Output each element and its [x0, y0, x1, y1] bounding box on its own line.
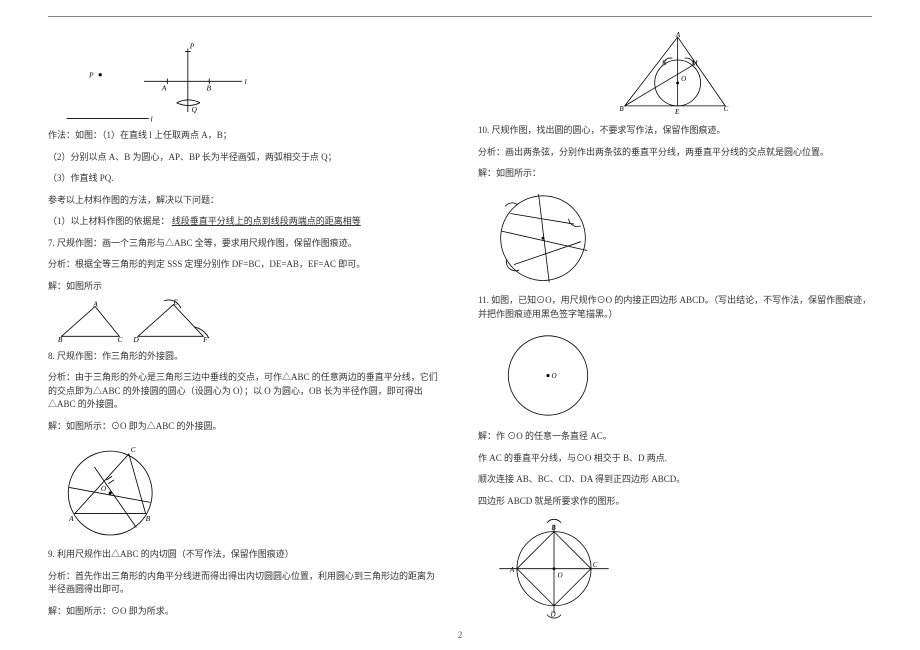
lbl-Q: Q [192, 105, 198, 114]
left-column: P A B l Q P l 作法：如图：（1）在直线 l 上任取两点 A，B； … [48, 28, 442, 622]
sq-C: C [593, 561, 598, 569]
two-column-layout: P A B l Q P l 作法：如图：（1）在直线 l 上任取两点 A，B； … [48, 28, 872, 622]
q11-step2: 作 AC 的垂直平分线，与⊙O 相交于 B、D 两点. [478, 452, 872, 466]
lbl-B: B [206, 84, 211, 93]
basis-line: （1）以上材料作图的依据是： 线段垂直平分线上的点到线段两端点的距离相等 [48, 215, 442, 229]
page-number: 2 [0, 630, 920, 640]
tri-A: A [675, 31, 681, 39]
svg-text:O: O [101, 485, 107, 494]
sq-O: O [558, 572, 563, 580]
q8-analysis: 分析：由于三角形的外心是三角形三边中垂线的交点，可作△ABC 的任意两边的垂直平… [48, 371, 442, 412]
construction-step3: （3）作直线 PQ. [48, 172, 442, 186]
svg-text:D: D [132, 335, 139, 344]
tri-N: N [661, 59, 668, 67]
svg-text:C: C [131, 446, 137, 455]
svg-text:A: A [92, 300, 98, 309]
q9-analysis: 分析：首先作出三角形的内角平分线进而得出得出内切圆圆心位置，利用圆心到三角形边的… [48, 570, 442, 597]
construction-step2: （2）分别以点 A、B 为圆心，AP、BP 长为半径画弧，两弧相交于点 Q； [48, 151, 442, 165]
svg-text:A: A [68, 514, 74, 523]
figure-circumcircle: A B C O [48, 439, 178, 542]
lbl-Pdot: P [88, 71, 94, 80]
right-column: A B C N M O E 10. 尺规作图，找出圆的圆心，不要求写作法，保留作… [478, 28, 872, 622]
q10-text: 10. 尺规作图，找出圆的圆心，不要求写作法，保留作图痕迹。 [478, 124, 872, 138]
q11-step1: 解：作 ⊙O 的任意一条直径 AC。 [478, 430, 872, 444]
q10-sol: 解：如图所示： [478, 167, 872, 181]
figure-circle-o: O [488, 327, 608, 424]
construction-intro: 作法：如图：（1）在直线 l 上任取两点 A，B； [48, 129, 442, 143]
sq-A: A [509, 566, 515, 574]
figure-perp-construction: P A B l Q P l [48, 30, 268, 123]
q9-sol: 解：如图所示：⊙O 即为所求。 [48, 605, 442, 619]
figure-inscribed-square: A B C D O [484, 514, 624, 620]
lbl-P: P [189, 42, 195, 51]
lbl-A: A [161, 84, 167, 93]
figure-find-center [478, 187, 608, 288]
figure-incircle: A B C N M O E [600, 30, 750, 118]
top-rule [48, 16, 872, 17]
circle-o-label: O [552, 372, 557, 380]
svg-text:E: E [172, 299, 178, 307]
lbl-l-lower: l [151, 114, 153, 123]
sq-D: D [549, 610, 555, 618]
q9-text: 9. 利用尺规作出△ABC 的内切圆（不写作法，保留作图痕迹） [48, 548, 442, 562]
q11-text: 11. 如图，已知⊙O，用尺规作⊙O 的内接正四边形 ABCD。（写出结论，不写… [478, 294, 872, 321]
q11-step3: 顺次连接 AB、BC、CD、DA 得到正四边形 ABCD。 [478, 473, 872, 487]
tri-C: C [724, 105, 729, 113]
q8-sol: 解：如图所示：⊙O 即为△ABC 的外接圆。 [48, 420, 442, 434]
svg-text:B: B [146, 514, 151, 523]
tri-E: E [674, 108, 680, 116]
q8-text: 8. 尺规作图：作三角形的外接圆。 [48, 350, 442, 364]
svg-text:B: B [58, 335, 63, 344]
q7-analysis: 分析：根据全等三角形的判定 SSS 定理分别作 DF=BC，DE=AB，EF=A… [48, 258, 442, 272]
basis-prefix: （1）以上材料作图的依据是： [48, 216, 170, 226]
reference-line: 参考以上材料作图的方法，解决以下问题： [48, 194, 442, 208]
q11-step4: 四边形 ABCD 就是所要求作的图形。 [478, 495, 872, 509]
svg-text:C: C [117, 335, 123, 344]
svg-text:F: F [202, 335, 208, 344]
tri-B: B [619, 105, 624, 113]
sq-B: B [551, 524, 556, 532]
q7-text: 7. 尺规作图：画一个三角形与△ABC 全等，要求用尺规作图，保留作图痕迹。 [48, 237, 442, 251]
basis-answer: 线段垂直平分线上的点到线段两端点的距离相等 [172, 216, 361, 226]
figure-two-triangles: B C A D F E [48, 299, 228, 344]
tri-O: O [681, 75, 686, 83]
lbl-l-upper: l [245, 77, 247, 86]
q10-analysis: 分析：画出两条弦，分别作出两条弦的垂直平分线，两垂直平分线的交点就是圆心位置。 [478, 146, 872, 160]
tri-M: M [691, 59, 699, 67]
q7-sol-label: 解：如图所示 [48, 280, 442, 294]
